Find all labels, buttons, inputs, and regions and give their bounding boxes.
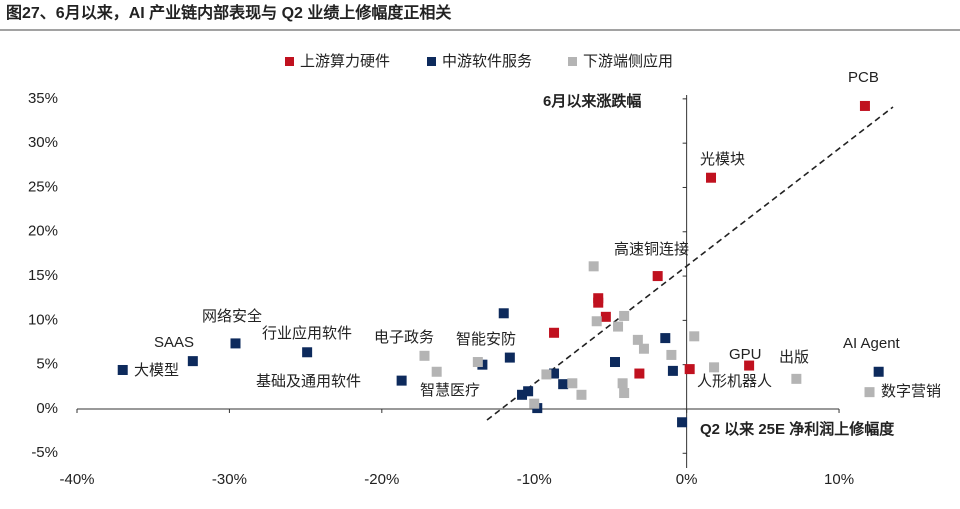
annotation: 智慧医疗 bbox=[420, 381, 480, 399]
point bbox=[706, 172, 717, 183]
point bbox=[859, 100, 870, 111]
point bbox=[600, 311, 611, 322]
y-tick-label: 0% bbox=[36, 400, 58, 417]
y-tick-label: -5% bbox=[31, 444, 58, 461]
legend-swatch bbox=[568, 57, 577, 66]
point bbox=[523, 386, 534, 397]
annotation: 网络安全 bbox=[202, 307, 262, 325]
point bbox=[504, 352, 515, 363]
annotation: SAAS bbox=[154, 334, 194, 351]
y-tick-label: 10% bbox=[28, 311, 58, 328]
point bbox=[666, 349, 677, 360]
point bbox=[588, 261, 599, 272]
point bbox=[660, 333, 671, 344]
point bbox=[541, 369, 552, 380]
point bbox=[791, 373, 802, 384]
annotation: 光模块 bbox=[700, 151, 745, 168]
y-tick-label: 5% bbox=[36, 356, 58, 373]
point bbox=[652, 271, 663, 282]
point bbox=[591, 316, 602, 327]
point bbox=[593, 297, 604, 308]
point bbox=[396, 375, 407, 386]
point bbox=[684, 364, 695, 375]
point bbox=[709, 362, 720, 373]
point bbox=[619, 388, 630, 399]
point bbox=[689, 331, 700, 342]
point bbox=[529, 398, 540, 409]
point bbox=[419, 350, 430, 361]
point bbox=[498, 308, 509, 319]
y-tick-label: 30% bbox=[28, 134, 58, 151]
legend-label: 下游端侧应用 bbox=[583, 52, 673, 70]
x-tick-label: 10% bbox=[824, 471, 854, 488]
annotation: 电子政务 bbox=[374, 329, 434, 346]
point bbox=[302, 347, 313, 358]
annotation: AI Agent bbox=[843, 335, 901, 352]
point bbox=[677, 417, 688, 428]
point bbox=[613, 321, 624, 332]
annotation: 人形机器人 bbox=[697, 373, 772, 390]
y-tick-label: 20% bbox=[28, 223, 58, 240]
y-tick-label: 35% bbox=[28, 90, 58, 107]
y-axis-title: 6月以来涨跌幅 bbox=[543, 92, 641, 110]
x-tick-label: 0% bbox=[676, 471, 698, 488]
point bbox=[230, 338, 241, 349]
annotation: 大模型 bbox=[134, 362, 179, 379]
point bbox=[619, 310, 630, 321]
point bbox=[558, 379, 569, 390]
annotation: 智能安防 bbox=[456, 330, 516, 348]
chart-title: 图27、6月以来，AI 产业链内部表现与 Q2 业绩上修幅度正相关 bbox=[6, 3, 451, 22]
point bbox=[187, 356, 198, 367]
point bbox=[864, 387, 875, 398]
point bbox=[517, 389, 528, 400]
point bbox=[638, 343, 649, 354]
x-tick-label: -40% bbox=[59, 471, 94, 488]
annotation: 基础及通用软件 bbox=[256, 373, 361, 390]
point bbox=[617, 378, 628, 389]
legend-swatch bbox=[427, 57, 436, 66]
legend-label: 上游算力硬件 bbox=[300, 52, 390, 70]
point bbox=[873, 366, 884, 377]
legend-swatch bbox=[285, 57, 294, 66]
x-tick-label: -30% bbox=[212, 471, 247, 488]
point bbox=[744, 360, 755, 371]
legend-label: 中游软件服务 bbox=[442, 53, 532, 70]
y-tick-label: 15% bbox=[28, 267, 58, 284]
x-tick-label: -10% bbox=[517, 471, 552, 488]
point bbox=[549, 327, 560, 338]
x-axis-title: Q2 以来 25E 净利润上修幅度 bbox=[700, 420, 895, 438]
point bbox=[472, 357, 483, 368]
trend-line bbox=[486, 106, 894, 421]
annotation: 高速铜连接 bbox=[614, 241, 689, 258]
point bbox=[576, 389, 587, 400]
annotation: 数字营销 bbox=[881, 383, 941, 400]
point bbox=[609, 357, 620, 368]
annotation: 出版 bbox=[779, 349, 809, 366]
point bbox=[431, 366, 442, 377]
point bbox=[667, 365, 678, 376]
point bbox=[634, 368, 645, 379]
point bbox=[632, 334, 643, 345]
y-tick-label: 25% bbox=[28, 178, 58, 195]
annotation: PCB bbox=[848, 69, 879, 86]
point bbox=[549, 368, 560, 379]
x-tick-label: -20% bbox=[364, 471, 399, 488]
point bbox=[567, 378, 578, 389]
annotation: GPU bbox=[729, 346, 762, 363]
annotation: 行业应用软件 bbox=[262, 324, 352, 342]
point bbox=[117, 364, 128, 375]
